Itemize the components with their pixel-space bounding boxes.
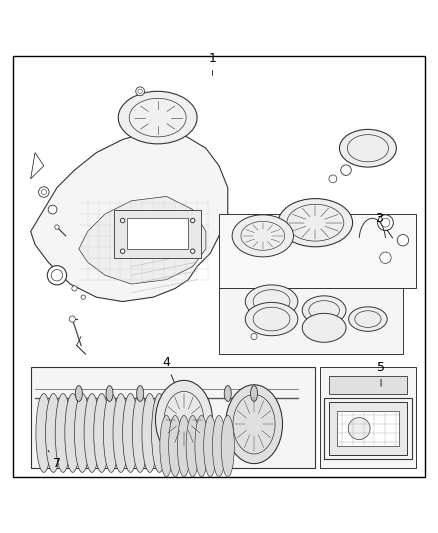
Ellipse shape bbox=[212, 415, 226, 477]
Ellipse shape bbox=[224, 386, 231, 401]
Ellipse shape bbox=[106, 386, 113, 401]
Ellipse shape bbox=[339, 130, 396, 167]
Circle shape bbox=[136, 87, 145, 96]
Polygon shape bbox=[219, 288, 403, 354]
Ellipse shape bbox=[245, 302, 298, 336]
Circle shape bbox=[378, 215, 393, 231]
Ellipse shape bbox=[221, 415, 234, 477]
Ellipse shape bbox=[103, 393, 119, 472]
Ellipse shape bbox=[94, 393, 110, 472]
Circle shape bbox=[341, 165, 351, 175]
Ellipse shape bbox=[155, 381, 212, 459]
Ellipse shape bbox=[186, 415, 199, 477]
Polygon shape bbox=[114, 209, 201, 258]
Ellipse shape bbox=[177, 415, 191, 477]
Ellipse shape bbox=[55, 393, 71, 472]
Circle shape bbox=[120, 249, 125, 253]
Circle shape bbox=[191, 249, 195, 253]
Ellipse shape bbox=[232, 215, 293, 257]
Text: 4: 4 bbox=[162, 357, 174, 382]
Circle shape bbox=[47, 265, 67, 285]
Ellipse shape bbox=[278, 199, 353, 247]
Circle shape bbox=[39, 187, 49, 197]
Ellipse shape bbox=[132, 393, 148, 472]
Ellipse shape bbox=[118, 91, 197, 144]
Ellipse shape bbox=[245, 285, 298, 318]
Ellipse shape bbox=[137, 386, 144, 401]
Ellipse shape bbox=[74, 393, 90, 472]
Ellipse shape bbox=[204, 415, 217, 477]
Polygon shape bbox=[328, 376, 407, 393]
Circle shape bbox=[251, 334, 257, 340]
Ellipse shape bbox=[142, 393, 158, 472]
Ellipse shape bbox=[46, 393, 61, 472]
Text: 5: 5 bbox=[377, 361, 385, 386]
Ellipse shape bbox=[226, 385, 283, 464]
Ellipse shape bbox=[169, 415, 182, 477]
Ellipse shape bbox=[302, 313, 346, 342]
Polygon shape bbox=[31, 367, 315, 468]
Ellipse shape bbox=[123, 393, 138, 472]
Ellipse shape bbox=[65, 393, 81, 472]
Circle shape bbox=[191, 219, 195, 223]
Circle shape bbox=[380, 252, 391, 263]
Circle shape bbox=[69, 316, 75, 322]
Text: 1: 1 bbox=[208, 52, 216, 75]
Ellipse shape bbox=[302, 296, 346, 325]
Circle shape bbox=[329, 175, 337, 183]
Circle shape bbox=[120, 219, 125, 223]
Circle shape bbox=[72, 286, 77, 291]
Ellipse shape bbox=[84, 393, 100, 472]
Polygon shape bbox=[31, 152, 44, 179]
Ellipse shape bbox=[113, 393, 129, 472]
Circle shape bbox=[55, 225, 59, 229]
Polygon shape bbox=[320, 367, 416, 468]
Polygon shape bbox=[79, 197, 206, 284]
Ellipse shape bbox=[349, 307, 387, 332]
Circle shape bbox=[48, 205, 57, 214]
Text: 7: 7 bbox=[48, 450, 61, 470]
Text: 3: 3 bbox=[375, 212, 392, 238]
Polygon shape bbox=[219, 214, 416, 288]
Ellipse shape bbox=[195, 415, 208, 477]
Ellipse shape bbox=[251, 386, 258, 401]
Ellipse shape bbox=[152, 393, 167, 472]
Circle shape bbox=[397, 235, 409, 246]
Polygon shape bbox=[31, 131, 228, 302]
Polygon shape bbox=[337, 411, 399, 446]
Ellipse shape bbox=[36, 393, 52, 472]
Ellipse shape bbox=[75, 386, 82, 401]
Circle shape bbox=[81, 295, 85, 300]
Ellipse shape bbox=[160, 415, 173, 477]
Polygon shape bbox=[328, 402, 407, 455]
Circle shape bbox=[348, 418, 370, 440]
Polygon shape bbox=[127, 219, 188, 249]
